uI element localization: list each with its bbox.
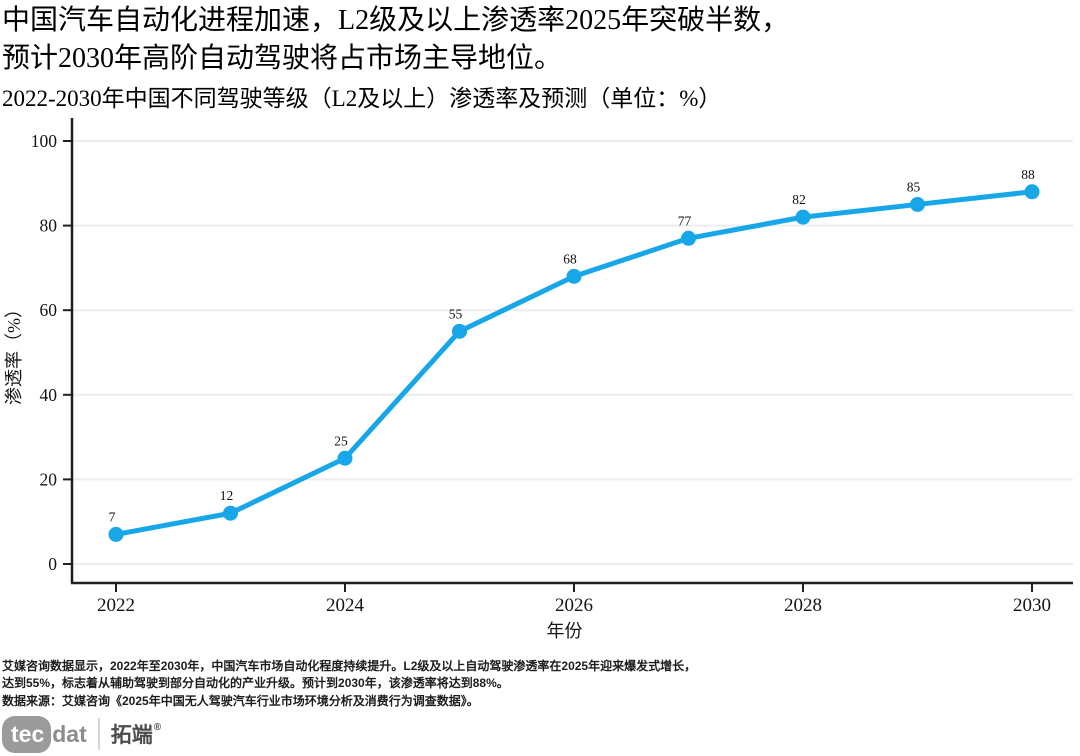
x-axis-title: 年份: [547, 621, 583, 641]
headline-line-1: 中国汽车自动化进程加速，L2级及以上渗透率2025年突破半数，: [2, 5, 790, 36]
data-point-label: 25: [334, 433, 348, 448]
y-tick-label: 20: [40, 469, 58, 489]
headline-line-2: 预计2030年高阶自动驾驶将占市场主导地位。: [2, 43, 563, 74]
data-point: [795, 209, 811, 225]
y-tick-label: 40: [40, 385, 58, 405]
x-tick-label: 2028: [784, 595, 822, 616]
data-point: [1024, 184, 1040, 200]
tecdat-logo: tec dat 拓端 ®: [2, 714, 161, 754]
y-tick-label: 80: [40, 216, 58, 236]
x-tick-label: 2022: [97, 595, 135, 616]
x-tick-label: 2026: [555, 595, 593, 616]
logo-divider: [97, 718, 100, 750]
data-point-label: 88: [1021, 167, 1035, 182]
x-tick-label: 2030: [1013, 595, 1051, 616]
chart-subtitle: 2022-2030年中国不同驾驶等级（L2及以上）渗透率及预测（单位：%）: [2, 86, 722, 111]
data-point-label: 7: [109, 509, 116, 524]
data-point-label: 55: [449, 306, 463, 321]
y-axis-title: 渗透率（%）: [4, 300, 24, 405]
data-point: [223, 505, 238, 521]
x-tick-label: 2024: [326, 595, 365, 616]
footnote-line-1: 艾媒咨询数据显示，2022年至2030年，中国汽车市场自动化程度持续提升。L2级…: [2, 659, 697, 673]
data-point-label: 12: [220, 488, 234, 503]
y-tick-label: 100: [31, 131, 58, 151]
tecdat-logo-badge: tec: [2, 715, 52, 753]
data-point-label: 68: [563, 251, 577, 266]
y-tick-label: 60: [40, 300, 58, 320]
data-line: [113, 189, 1035, 537]
footnote-block: 艾媒咨询数据显示，2022年至2030年，中国汽车市场自动化程度持续提升。L2级…: [2, 658, 696, 710]
data-point: [566, 268, 582, 284]
tecdat-logo-text: dat: [52, 720, 87, 747]
data-point: [337, 450, 353, 466]
registered-trademark-icon: ®: [153, 721, 162, 733]
data-point: [681, 230, 696, 246]
data-point: [910, 196, 925, 212]
data-point-label: 85: [907, 179, 921, 194]
tecdat-logo-chinese: 拓端: [110, 724, 153, 747]
data-point: [108, 526, 124, 542]
data-point: [452, 323, 467, 339]
data-point-label: 82: [792, 192, 806, 207]
footnote-line-2: 达到55%，标志着从辅助驾驶到部分自动化的产业升级。预计到2030年，该渗透率将…: [2, 676, 509, 691]
data-point-label: 77: [678, 213, 692, 228]
footnote-line-3: 数据来源：艾媒咨询《2025年中国无人驾驶汽车行业市场环境分析及消费行为调查数据…: [2, 693, 479, 708]
y-tick-label: 0: [48, 554, 57, 574]
